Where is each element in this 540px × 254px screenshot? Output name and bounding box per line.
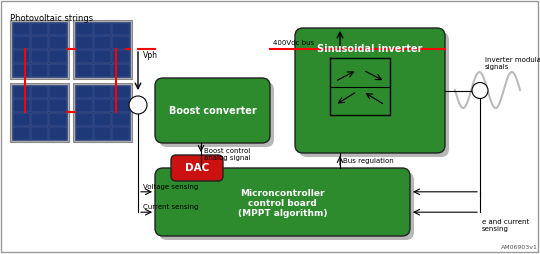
Text: control board: control board: [248, 199, 317, 209]
Bar: [76, 64, 93, 76]
Text: (MPPT algorithm): (MPPT algorithm): [238, 210, 327, 218]
Bar: [12, 99, 30, 112]
Bar: [112, 99, 130, 112]
Bar: [12, 113, 30, 126]
Bar: [112, 127, 130, 139]
Bar: [12, 23, 30, 35]
Bar: [31, 99, 48, 112]
Bar: [112, 50, 130, 63]
FancyBboxPatch shape: [159, 82, 274, 147]
Bar: [49, 113, 66, 126]
FancyBboxPatch shape: [299, 32, 449, 157]
Bar: [76, 23, 93, 35]
Bar: [94, 99, 111, 112]
Bar: [12, 50, 30, 63]
Bar: [112, 64, 130, 76]
Bar: [12, 127, 30, 139]
Bar: [49, 50, 66, 63]
Bar: [94, 113, 111, 126]
Bar: [76, 99, 93, 112]
Bar: [94, 50, 111, 63]
Bar: [10, 83, 69, 142]
Text: Boost converter: Boost converter: [168, 105, 256, 116]
FancyBboxPatch shape: [295, 28, 445, 153]
Bar: [31, 23, 48, 35]
Bar: [31, 86, 48, 98]
Bar: [94, 64, 111, 76]
FancyBboxPatch shape: [159, 172, 414, 240]
Bar: [12, 64, 30, 76]
Bar: [76, 86, 93, 98]
Text: 400Vdc bus: 400Vdc bus: [273, 40, 314, 46]
Bar: [12, 36, 30, 49]
Bar: [94, 36, 111, 49]
Bar: [73, 83, 132, 142]
Bar: [12, 22, 67, 77]
Text: e and current
sensing: e and current sensing: [482, 219, 529, 232]
Bar: [94, 127, 111, 139]
Bar: [73, 20, 132, 79]
Bar: [12, 86, 30, 98]
Bar: [31, 113, 48, 126]
Bar: [49, 127, 66, 139]
Bar: [12, 85, 67, 140]
Bar: [49, 64, 66, 76]
Bar: [94, 23, 111, 35]
Text: Vph: Vph: [143, 51, 158, 60]
Bar: [76, 36, 93, 49]
Bar: [31, 36, 48, 49]
Bar: [112, 86, 130, 98]
Bar: [10, 20, 69, 79]
Text: Inverter modulation
signals: Inverter modulation signals: [485, 57, 540, 71]
Text: DAC: DAC: [185, 163, 209, 173]
Bar: [49, 36, 66, 49]
Bar: [31, 50, 48, 63]
Text: Current sensing: Current sensing: [143, 204, 198, 210]
Text: Photovoltaic strings: Photovoltaic strings: [10, 14, 93, 23]
Bar: [49, 86, 66, 98]
Bar: [112, 36, 130, 49]
Bar: [76, 113, 93, 126]
FancyBboxPatch shape: [155, 78, 270, 143]
FancyBboxPatch shape: [171, 155, 223, 181]
Text: Boost control
analog signal: Boost control analog signal: [204, 148, 251, 161]
Bar: [49, 23, 66, 35]
Circle shape: [472, 83, 488, 99]
Bar: [31, 127, 48, 139]
FancyBboxPatch shape: [155, 168, 410, 236]
Bar: [75, 22, 130, 77]
Bar: [112, 113, 130, 126]
Bar: [76, 50, 93, 63]
Bar: [31, 64, 48, 76]
Bar: [49, 99, 66, 112]
Bar: [76, 127, 93, 139]
Text: Bus regulation: Bus regulation: [343, 158, 394, 164]
Bar: [94, 86, 111, 98]
Text: AM06903v1: AM06903v1: [501, 245, 538, 250]
Bar: [75, 85, 130, 140]
Bar: [112, 23, 130, 35]
Circle shape: [129, 96, 147, 114]
Text: Microncontroller: Microncontroller: [240, 189, 325, 198]
Text: Voltage sensing: Voltage sensing: [143, 184, 198, 190]
Text: Sinusoidal inverter: Sinusoidal inverter: [318, 44, 423, 54]
